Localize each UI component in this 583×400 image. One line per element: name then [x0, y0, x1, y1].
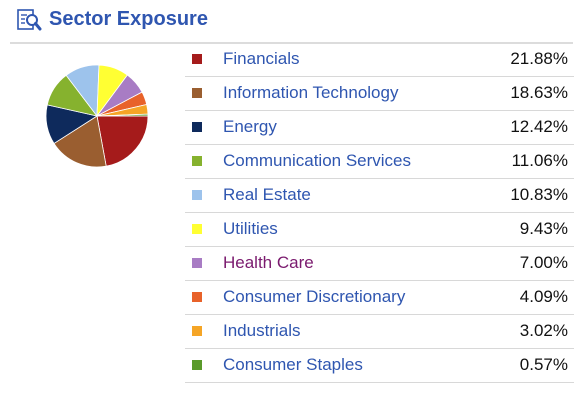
- sector-row: Consumer Staples 0.57%: [185, 349, 574, 383]
- legend-swatch: [192, 360, 202, 370]
- legend-swatch: [192, 326, 202, 336]
- sector-row: Health Care 7.00%: [185, 247, 574, 281]
- sector-link[interactable]: Energy: [223, 117, 277, 136]
- sector-row: Energy 12.42%: [185, 111, 574, 145]
- sector-percentage: 21.88%: [510, 49, 568, 68]
- legend-swatch: [192, 122, 202, 132]
- sector-link[interactable]: Health Care: [223, 253, 314, 272]
- sector-percentage: 0.57%: [519, 355, 568, 374]
- legend-swatch: [192, 292, 202, 302]
- sector-link[interactable]: Industrials: [223, 321, 301, 340]
- sector-row: Financials 21.88%: [185, 43, 574, 77]
- sector-percentage: 10.83%: [510, 185, 568, 204]
- sector-percentage: 3.02%: [519, 321, 568, 340]
- sector-percentage: 7.00%: [519, 253, 568, 272]
- legend-swatch: [192, 258, 202, 268]
- sector-percentage: 12.42%: [510, 117, 568, 136]
- sector-row: Consumer Discretionary 4.09%: [185, 281, 574, 315]
- sector-row: Utilities 9.43%: [185, 213, 574, 247]
- legend-swatch: [192, 156, 202, 166]
- pie-slice: [96, 113, 149, 117]
- sector-row: Industrials 3.02%: [185, 315, 574, 349]
- legend-swatch: [192, 190, 202, 200]
- sector-link[interactable]: Information Technology: [223, 83, 399, 102]
- legend-swatch: [192, 54, 202, 64]
- sector-list: Financials 21.88% Information Technology 18…: [185, 43, 574, 383]
- legend-swatch: [192, 88, 202, 98]
- magnifier-document-icon: [17, 9, 42, 31]
- sector-link[interactable]: Communication Services: [223, 151, 412, 170]
- sector-row: Information Technology 18.63%: [185, 77, 574, 111]
- sector-percentage: 18.63%: [510, 83, 568, 102]
- pie-slice: [96, 115, 149, 167]
- sector-link[interactable]: Real Estate: [223, 185, 311, 204]
- sector-row: Real Estate 10.83%: [185, 179, 574, 213]
- sector-link[interactable]: Consumer Staples: [223, 355, 363, 374]
- sector-row: Communication Services 11.06%: [185, 145, 574, 179]
- sector-link[interactable]: Utilities: [223, 219, 278, 238]
- section-header: Sector Exposure: [10, 0, 573, 44]
- section-title: Sector Exposure: [49, 8, 208, 30]
- legend-swatch: [192, 224, 202, 234]
- sector-link[interactable]: Financials: [223, 49, 300, 68]
- sector-percentage: 4.09%: [519, 287, 568, 306]
- pie-slice: [53, 115, 107, 168]
- sector-link[interactable]: Consumer Discretionary: [223, 287, 406, 306]
- sector-percentage: 9.43%: [519, 219, 568, 238]
- sector-pie-chart: [45, 64, 149, 168]
- sector-percentage: 11.06%: [511, 151, 568, 170]
